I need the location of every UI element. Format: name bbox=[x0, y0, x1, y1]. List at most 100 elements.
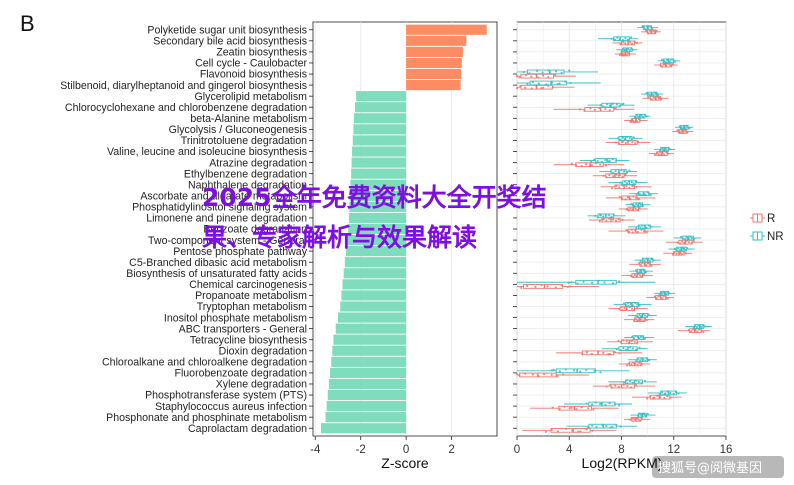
sample-point bbox=[625, 50, 628, 53]
sample-point bbox=[622, 40, 625, 44]
sample-point bbox=[658, 293, 661, 296]
sample-point bbox=[620, 140, 623, 144]
sample-point bbox=[692, 326, 695, 330]
boxplot-nr bbox=[624, 335, 655, 341]
sample-point bbox=[624, 141, 627, 145]
boxplot-r bbox=[605, 195, 656, 201]
sample-point bbox=[683, 238, 687, 241]
sample-point bbox=[617, 137, 620, 140]
sample-point bbox=[573, 369, 576, 372]
boxplot-nr bbox=[564, 401, 632, 407]
sample-point bbox=[682, 247, 685, 251]
sample-point bbox=[587, 407, 590, 410]
sample-point bbox=[619, 425, 622, 428]
sample-point bbox=[649, 225, 652, 228]
pathway-label: Ascorbate and aldarate metabolism bbox=[140, 190, 307, 202]
rpkm-tick-label: 0 bbox=[514, 444, 520, 456]
sample-point bbox=[625, 171, 629, 174]
sample-point bbox=[670, 64, 673, 68]
sample-point bbox=[575, 408, 578, 411]
sample-point bbox=[695, 325, 699, 329]
sample-point bbox=[636, 204, 640, 207]
sample-point bbox=[640, 193, 644, 197]
sample-point bbox=[605, 176, 608, 179]
pathway-label: Flavonoid biosynthesis bbox=[200, 69, 307, 81]
sample-point bbox=[636, 342, 639, 345]
boxplot-r bbox=[600, 184, 652, 190]
sample-point bbox=[619, 348, 622, 352]
sample-point bbox=[683, 242, 686, 245]
sample-point bbox=[621, 39, 625, 42]
boxplot-r bbox=[517, 283, 600, 289]
sample-point bbox=[524, 86, 527, 89]
sample-point bbox=[590, 281, 594, 284]
sample-point bbox=[684, 130, 687, 133]
sample-point bbox=[636, 414, 640, 417]
sample-point bbox=[623, 137, 627, 140]
sample-point bbox=[634, 180, 637, 183]
sample-point bbox=[551, 86, 554, 89]
sample-point bbox=[698, 325, 701, 328]
sample-point bbox=[638, 337, 641, 340]
sample-point bbox=[632, 182, 635, 185]
zscore-tick-label: -2 bbox=[356, 444, 366, 456]
sample-point bbox=[632, 361, 635, 364]
sample-point bbox=[625, 340, 628, 343]
sample-point bbox=[608, 104, 612, 107]
sample-point bbox=[638, 193, 642, 196]
sample-point bbox=[636, 303, 639, 306]
sample-point bbox=[653, 91, 656, 94]
sample-point bbox=[618, 186, 621, 189]
sample-point bbox=[643, 259, 646, 262]
boxplot-nr bbox=[597, 36, 639, 42]
sample-point bbox=[673, 251, 676, 254]
sample-point bbox=[577, 430, 580, 433]
sample-point bbox=[551, 406, 554, 409]
sample-point bbox=[635, 227, 638, 230]
boxplot-nr bbox=[675, 124, 694, 130]
sample-point bbox=[639, 274, 642, 277]
sample-point bbox=[645, 315, 649, 318]
boxplot-r bbox=[614, 51, 636, 57]
zscore-bar bbox=[326, 401, 407, 412]
legend-label: R bbox=[767, 213, 775, 225]
sample-point bbox=[630, 47, 633, 50]
sample-point bbox=[519, 85, 522, 88]
sample-point bbox=[688, 127, 691, 130]
sample-point bbox=[542, 86, 545, 89]
sample-point bbox=[617, 174, 620, 177]
sample-point bbox=[652, 396, 655, 400]
sample-point bbox=[615, 184, 618, 187]
boxplot-nr bbox=[629, 191, 659, 197]
box-iqr bbox=[550, 428, 591, 433]
sample-point bbox=[537, 76, 540, 79]
sample-point bbox=[607, 160, 610, 163]
sample-point bbox=[643, 317, 647, 320]
pathway-label: Xylene degradation bbox=[216, 379, 307, 391]
zscore-bar bbox=[352, 146, 407, 157]
sample-point bbox=[546, 285, 549, 288]
boxplot-r bbox=[553, 162, 625, 168]
rpkm-tick-label: 16 bbox=[720, 444, 733, 456]
sample-point bbox=[581, 353, 584, 356]
boxplot-nr bbox=[566, 423, 638, 429]
sample-point bbox=[681, 237, 684, 240]
sample-point bbox=[642, 312, 645, 316]
sample-point bbox=[602, 105, 605, 108]
sample-point bbox=[629, 207, 632, 210]
pathway-label: Atrazine degradation bbox=[209, 157, 307, 169]
zscore-bar bbox=[406, 35, 467, 46]
sample-point bbox=[625, 379, 628, 382]
sample-point bbox=[580, 164, 583, 168]
sample-point bbox=[599, 104, 602, 107]
sample-point bbox=[639, 335, 643, 338]
sample-point bbox=[620, 49, 623, 52]
boxplot-nr bbox=[517, 368, 630, 374]
sample-point bbox=[632, 417, 635, 420]
sample-point bbox=[608, 352, 611, 355]
sample-point bbox=[534, 285, 537, 289]
sample-point bbox=[633, 40, 636, 43]
box-iqr bbox=[523, 284, 564, 289]
sample-point bbox=[693, 324, 697, 328]
sample-point bbox=[566, 285, 569, 289]
